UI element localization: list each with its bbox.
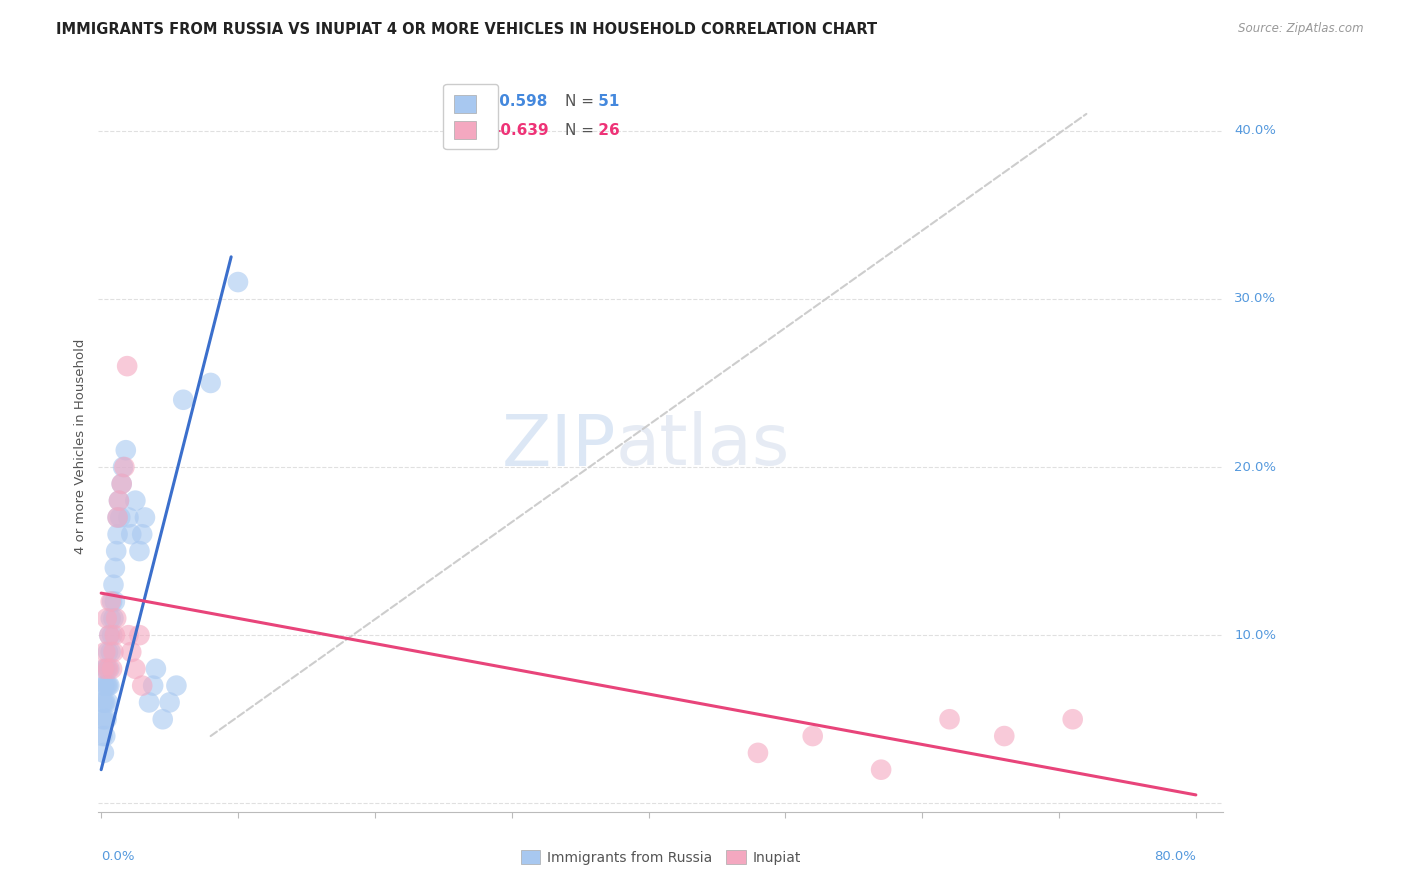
Point	[112, 460, 135, 475]
Point	[104, 628, 127, 642]
Text: R =: R =	[461, 123, 495, 138]
Point	[110, 510, 132, 524]
Point	[107, 510, 129, 524]
Point	[142, 679, 165, 693]
Point	[96, 662, 118, 676]
Point	[93, 679, 115, 693]
Point	[200, 376, 222, 390]
Point	[115, 359, 138, 373]
Point	[111, 476, 134, 491]
Point	[103, 611, 125, 625]
Point	[107, 510, 129, 524]
Point	[159, 695, 181, 709]
Point	[94, 679, 117, 693]
Point	[172, 392, 194, 407]
Text: IMMIGRANTS FROM RUSSIA VS INUPIAT 4 OR MORE VEHICLES IN HOUSEHOLD CORRELATION CH: IMMIGRANTS FROM RUSSIA VS INUPIAT 4 OR M…	[56, 22, 877, 37]
Point	[107, 527, 129, 541]
Point	[870, 763, 893, 777]
Point	[100, 594, 122, 608]
Text: 20.0%: 20.0%	[1234, 460, 1277, 474]
Point	[134, 510, 156, 524]
Point	[103, 645, 125, 659]
Point	[94, 662, 117, 676]
Point	[938, 712, 960, 726]
Point	[98, 662, 121, 676]
Point	[98, 628, 121, 642]
Text: 40.0%: 40.0%	[1234, 124, 1277, 137]
Text: 10.0%: 10.0%	[1234, 629, 1277, 641]
Point	[97, 679, 120, 693]
Point	[993, 729, 1015, 743]
Point	[101, 628, 124, 642]
Text: 0.598: 0.598	[495, 94, 548, 109]
Point	[103, 578, 125, 592]
Point	[105, 544, 128, 558]
Point	[97, 695, 120, 709]
Point	[120, 645, 142, 659]
Point	[94, 729, 117, 743]
Text: 0.0%: 0.0%	[101, 850, 135, 863]
Point	[108, 493, 131, 508]
Point	[97, 645, 120, 659]
Point	[91, 695, 114, 709]
Point	[128, 628, 150, 642]
Point	[128, 544, 150, 558]
Text: -0.639: -0.639	[495, 123, 548, 138]
Point	[101, 662, 124, 676]
Point	[96, 611, 118, 625]
Point	[138, 695, 160, 709]
Point	[100, 611, 122, 625]
Point	[131, 527, 153, 541]
Point	[94, 695, 117, 709]
Point	[101, 594, 124, 608]
Point	[131, 679, 153, 693]
Text: R =: R =	[461, 94, 495, 109]
Point	[93, 662, 115, 676]
Point	[117, 628, 139, 642]
Text: 80.0%: 80.0%	[1154, 850, 1197, 863]
Point	[93, 695, 115, 709]
Point	[98, 628, 121, 642]
Text: atlas: atlas	[616, 411, 790, 481]
Point	[96, 712, 118, 726]
Point	[94, 645, 117, 659]
Point	[112, 460, 135, 475]
Point	[104, 594, 127, 608]
Point	[93, 746, 115, 760]
Point	[114, 443, 136, 458]
Point	[97, 662, 120, 676]
Point	[124, 493, 146, 508]
Point	[117, 510, 139, 524]
Point	[747, 746, 769, 760]
Point	[120, 527, 142, 541]
Point	[165, 679, 187, 693]
Point	[108, 493, 131, 508]
Point	[91, 729, 114, 743]
Point	[105, 611, 128, 625]
Point	[91, 712, 114, 726]
Text: 51: 51	[593, 94, 620, 109]
Point	[145, 662, 167, 676]
Text: 30.0%: 30.0%	[1234, 293, 1277, 305]
Point	[100, 645, 122, 659]
Y-axis label: 4 or more Vehicles in Household: 4 or more Vehicles in Household	[75, 338, 87, 554]
Point	[96, 679, 118, 693]
Legend: Immigrants from Russia, Inupiat: Immigrants from Russia, Inupiat	[515, 845, 807, 871]
Point	[93, 712, 115, 726]
Text: N =: N =	[565, 94, 599, 109]
Point	[801, 729, 824, 743]
Point	[104, 561, 127, 575]
Text: N =: N =	[565, 123, 599, 138]
Point	[152, 712, 174, 726]
Text: ZIP: ZIP	[502, 411, 616, 481]
Text: Source: ZipAtlas.com: Source: ZipAtlas.com	[1239, 22, 1364, 36]
Text: 26: 26	[593, 123, 620, 138]
Point	[1062, 712, 1084, 726]
Point	[226, 275, 249, 289]
Point	[111, 476, 134, 491]
Point	[124, 662, 146, 676]
Point	[98, 679, 121, 693]
